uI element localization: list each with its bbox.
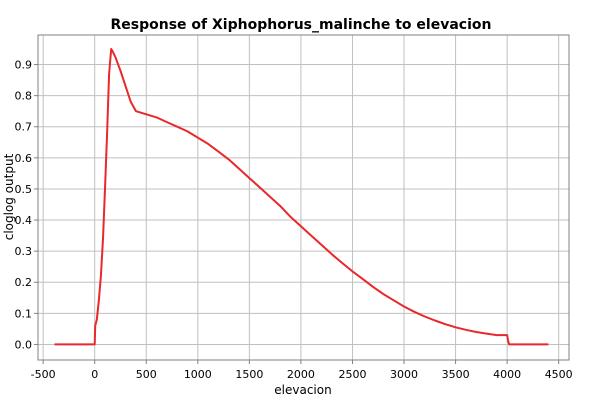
x-tick-label: 3000: [390, 368, 418, 381]
x-tick-label: 500: [136, 368, 157, 381]
y-tick-label: 0.3: [15, 245, 33, 258]
x-tick-label: 4000: [493, 368, 521, 381]
y-tick-label: 0.7: [15, 121, 33, 134]
x-tick-label: 1000: [184, 368, 212, 381]
y-tick-label: 0.2: [15, 276, 33, 289]
axis-ticks: [34, 64, 560, 364]
x-tick-label: -500: [31, 368, 56, 381]
y-tick-label: 0.0: [15, 338, 33, 351]
x-axis-label: elevacion: [274, 383, 331, 397]
y-tick-label: 0.9: [15, 59, 33, 72]
chart-title: Response of Xiphophorus_malinche to elev…: [111, 17, 492, 33]
x-tick-label: 0: [91, 368, 98, 381]
y-tick-label: 0.6: [15, 152, 33, 165]
grid-lines: [38, 35, 569, 360]
y-axis-label: cloglog output: [2, 153, 16, 240]
response-curve: [54, 48, 549, 346]
y-tick-label: 0.1: [15, 307, 33, 320]
x-tick-label: 1500: [235, 368, 263, 381]
plot-frame: [37, 34, 570, 361]
y-tick-label: 0.8: [15, 90, 33, 103]
x-tick-label: 2500: [338, 368, 366, 381]
x-tick-label: 4500: [545, 368, 573, 381]
tick-labels: -500 0 500 1000 1500 2000 2500 3000 3500 4000 4500…: [15, 59, 573, 381]
y-tick-label: 0.5: [15, 183, 33, 196]
x-tick-label: 3500: [442, 368, 470, 381]
series-layer: [54, 48, 549, 346]
y-tick-label: 0.4: [15, 214, 33, 227]
x-tick-label: 2000: [287, 368, 315, 381]
